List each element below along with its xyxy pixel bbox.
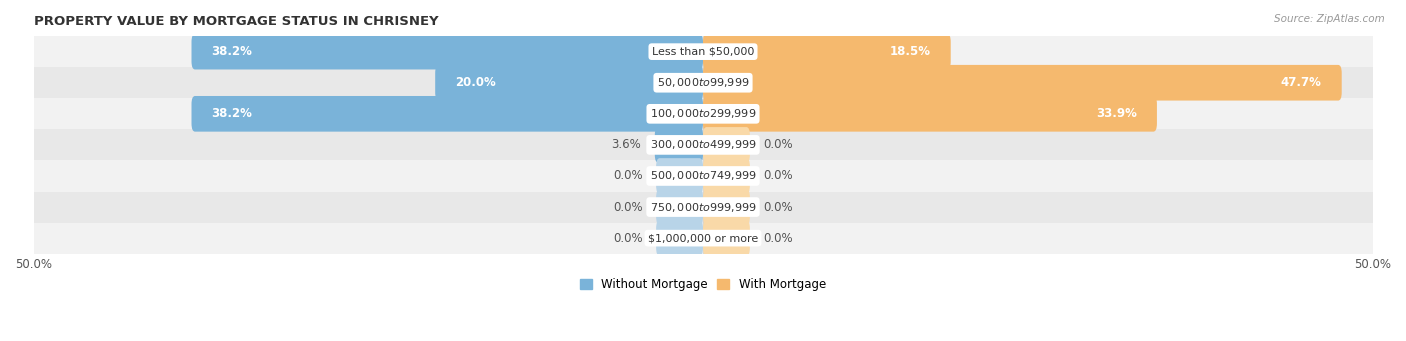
Text: 38.2%: 38.2%	[211, 45, 253, 58]
Text: $500,000 to $749,999: $500,000 to $749,999	[650, 169, 756, 182]
Bar	[34, 129, 1372, 160]
FancyBboxPatch shape	[703, 127, 749, 163]
Text: $1,000,000 or more: $1,000,000 or more	[648, 233, 758, 243]
Text: $750,000 to $999,999: $750,000 to $999,999	[650, 201, 756, 213]
Text: 33.9%: 33.9%	[1095, 107, 1137, 120]
Text: $100,000 to $299,999: $100,000 to $299,999	[650, 107, 756, 120]
Text: 47.7%: 47.7%	[1281, 76, 1322, 89]
Text: 0.0%: 0.0%	[613, 232, 643, 244]
Bar	[34, 98, 1372, 129]
Text: 0.0%: 0.0%	[763, 201, 793, 213]
FancyBboxPatch shape	[703, 220, 749, 256]
Text: Source: ZipAtlas.com: Source: ZipAtlas.com	[1274, 14, 1385, 24]
Text: 0.0%: 0.0%	[763, 138, 793, 151]
Legend: Without Mortgage, With Mortgage: Without Mortgage, With Mortgage	[575, 273, 831, 296]
FancyBboxPatch shape	[655, 127, 703, 163]
Text: 38.2%: 38.2%	[211, 107, 253, 120]
Bar	[34, 192, 1372, 223]
Text: 0.0%: 0.0%	[763, 169, 793, 182]
FancyBboxPatch shape	[703, 158, 749, 194]
FancyBboxPatch shape	[657, 158, 703, 194]
FancyBboxPatch shape	[703, 96, 1157, 132]
FancyBboxPatch shape	[191, 96, 703, 132]
Text: 0.0%: 0.0%	[613, 169, 643, 182]
Text: 18.5%: 18.5%	[890, 45, 931, 58]
Text: 20.0%: 20.0%	[456, 76, 496, 89]
FancyBboxPatch shape	[657, 189, 703, 225]
Bar	[34, 67, 1372, 98]
Bar	[34, 160, 1372, 192]
Bar	[34, 223, 1372, 254]
Bar	[34, 36, 1372, 67]
Text: PROPERTY VALUE BY MORTGAGE STATUS IN CHRISNEY: PROPERTY VALUE BY MORTGAGE STATUS IN CHR…	[34, 15, 439, 28]
Text: $300,000 to $499,999: $300,000 to $499,999	[650, 138, 756, 151]
FancyBboxPatch shape	[191, 34, 703, 70]
FancyBboxPatch shape	[703, 65, 1341, 101]
FancyBboxPatch shape	[703, 34, 950, 70]
FancyBboxPatch shape	[657, 220, 703, 256]
Text: Less than $50,000: Less than $50,000	[652, 47, 754, 57]
Text: 0.0%: 0.0%	[763, 232, 793, 244]
Text: $50,000 to $99,999: $50,000 to $99,999	[657, 76, 749, 89]
Text: 3.6%: 3.6%	[612, 138, 641, 151]
FancyBboxPatch shape	[703, 189, 749, 225]
Text: 0.0%: 0.0%	[613, 201, 643, 213]
FancyBboxPatch shape	[436, 65, 703, 101]
